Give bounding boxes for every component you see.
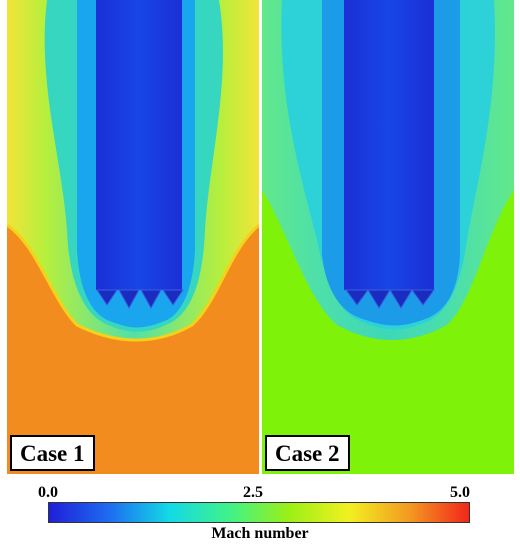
mach-colorbar (48, 502, 470, 523)
case2-contour-panel: Case 2 (262, 0, 514, 474)
case1-label: Case 1 (10, 435, 95, 471)
case2-freestream-region (262, 190, 514, 474)
case2-injector-array (345, 289, 435, 309)
case1-contour-panel: Case 1 (7, 0, 259, 474)
case1-jet-core (96, 0, 182, 290)
colorbar-title: Mach number (211, 525, 309, 542)
case1-injector-array (96, 289, 184, 310)
case2-mach-contour (262, 0, 514, 474)
colorbar-tick-min: 0.0 (38, 484, 58, 501)
colorbar-tick-mid: 2.5 (243, 484, 263, 501)
case1-freestream-region (7, 225, 259, 474)
case2-label: Case 2 (265, 435, 350, 471)
colorbar-tick-max: 5.0 (450, 484, 470, 501)
case2-jet-core (344, 0, 434, 290)
case1-mach-contour (7, 0, 259, 474)
